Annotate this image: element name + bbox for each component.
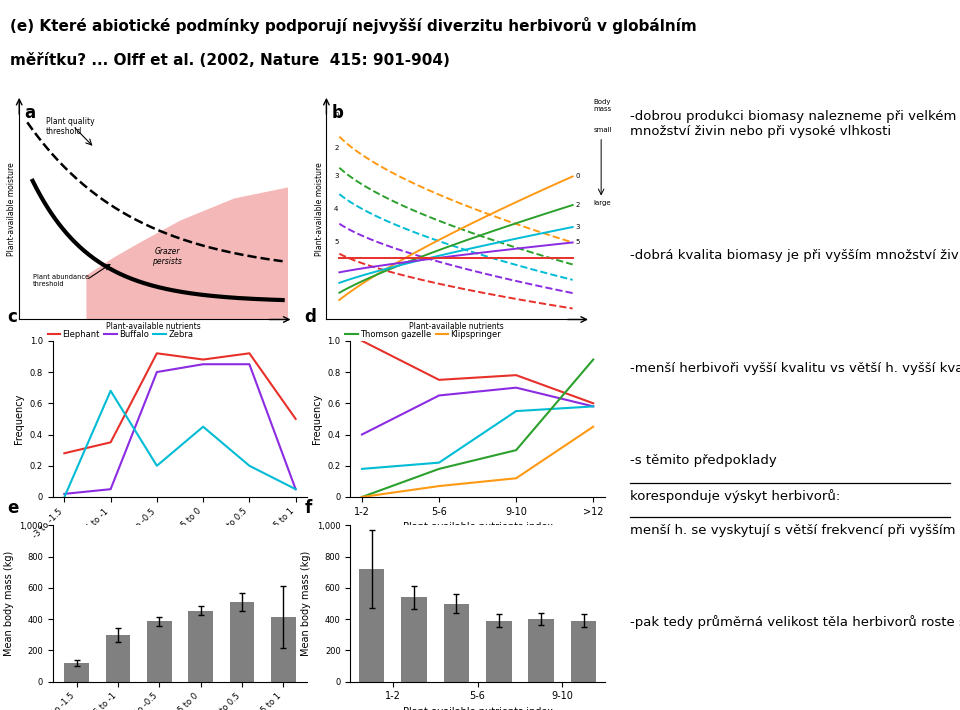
Legend: Elephant, Buffalo, Zebra: Elephant, Buffalo, Zebra bbox=[44, 326, 197, 342]
Y-axis label: Frequency: Frequency bbox=[14, 394, 24, 444]
Text: (e) Které abiotické podmínky podporují nejvyšší diverzitu herbivorů v globálním: (e) Které abiotické podmínky podporují n… bbox=[10, 17, 696, 34]
Text: 5: 5 bbox=[334, 239, 339, 246]
Text: large: large bbox=[593, 200, 611, 206]
Text: Plant quality
threshold: Plant quality threshold bbox=[46, 117, 95, 136]
Text: 3: 3 bbox=[575, 224, 580, 230]
Y-axis label: Mean body mass (kg): Mean body mass (kg) bbox=[4, 551, 13, 656]
Bar bbox=[229, 602, 254, 682]
Text: -dobrou produkci biomasy nalezneme při velkém množství živin nebo při vysoké vlh: -dobrou produkci biomasy nalezneme při v… bbox=[630, 109, 956, 138]
Text: Grazer
persists: Grazer persists bbox=[152, 247, 182, 266]
Text: small: small bbox=[593, 127, 612, 133]
Legend: Thomson gazelle, Klipspringer: Thomson gazelle, Klipspringer bbox=[342, 326, 505, 342]
Bar bbox=[486, 621, 512, 682]
Text: Body
mass: Body mass bbox=[593, 99, 612, 112]
Bar bbox=[147, 621, 172, 682]
Bar bbox=[571, 621, 596, 682]
Text: koresponduje výskyt herbivorů:: koresponduje výskyt herbivorů: bbox=[630, 488, 840, 503]
Text: e: e bbox=[7, 499, 18, 517]
Text: 5: 5 bbox=[575, 239, 580, 246]
Text: Plant abundance
threshold: Plant abundance threshold bbox=[33, 275, 88, 288]
Text: c: c bbox=[7, 308, 17, 326]
Bar bbox=[188, 611, 213, 682]
Bar bbox=[106, 635, 131, 682]
Y-axis label: Mean body mass (kg): Mean body mass (kg) bbox=[301, 551, 311, 656]
Text: menší h. se vyskytují s větší frekvencí při vyšším množství živin a nižších sráž: menší h. se vyskytují s větší frekvencí … bbox=[630, 523, 960, 537]
X-axis label: Plant-available moisture index: Plant-available moisture index bbox=[106, 545, 254, 556]
Text: -menší herbivoři vyšší kvalitu vs větší h. vyšší kvantitu biomasy: -menší herbivoři vyšší kvalitu vs větší … bbox=[630, 362, 960, 376]
Bar bbox=[271, 617, 296, 682]
Text: 2: 2 bbox=[334, 145, 339, 151]
Bar bbox=[401, 597, 426, 682]
Bar bbox=[64, 663, 89, 682]
Text: d: d bbox=[304, 308, 317, 326]
Text: a: a bbox=[25, 104, 36, 122]
Text: -dobrá kvalita biomasy je při vyšším množství živin a nepříliš vysokých srážkách: -dobrá kvalita biomasy je při vyšším mno… bbox=[630, 248, 960, 262]
X-axis label: Plant-available nutrients: Plant-available nutrients bbox=[409, 322, 503, 332]
X-axis label: Plant-available nutrients: Plant-available nutrients bbox=[107, 322, 201, 332]
Text: měřítku? ... Olff et al. (2002, Nature  415: 901-904): měřítku? ... Olff et al. (2002, Nature 4… bbox=[10, 53, 449, 68]
Y-axis label: Frequency: Frequency bbox=[312, 394, 322, 444]
X-axis label: Plant-available nutrients index: Plant-available nutrients index bbox=[402, 523, 553, 532]
Text: 3: 3 bbox=[334, 173, 339, 180]
Y-axis label: Plant-available moisture: Plant-available moisture bbox=[315, 163, 324, 256]
Bar bbox=[359, 569, 384, 682]
Text: 2: 2 bbox=[575, 202, 580, 208]
Text: 0: 0 bbox=[575, 173, 580, 180]
X-axis label: Plant-available nutrients index: Plant-available nutrients index bbox=[402, 707, 553, 710]
Polygon shape bbox=[86, 187, 288, 320]
Text: -pak tedy průměrná velikost těla herbivorů roste s vlhkostí a naopak klesá s mno: -pak tedy průměrná velikost těla herbivo… bbox=[630, 615, 960, 629]
Bar bbox=[528, 619, 554, 682]
Y-axis label: Plant-available moisture: Plant-available moisture bbox=[8, 163, 16, 256]
Text: 0: 0 bbox=[334, 111, 339, 118]
Text: f: f bbox=[304, 499, 312, 517]
Text: -s těmito předpoklady: -s těmito předpoklady bbox=[630, 454, 777, 467]
Text: 4: 4 bbox=[334, 207, 339, 212]
Bar bbox=[444, 604, 469, 682]
Text: b: b bbox=[331, 104, 344, 122]
